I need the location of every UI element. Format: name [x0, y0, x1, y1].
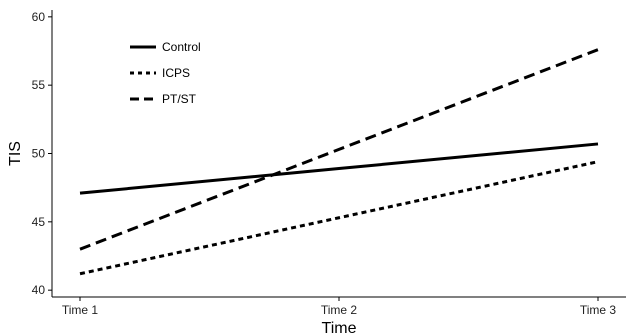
- y-tick-label: 50: [32, 147, 46, 161]
- y-tick-label: 60: [32, 10, 46, 24]
- y-tick-label: 40: [32, 283, 46, 297]
- axes: 40 45 50 55 60 Time 1 Time 2 Time 3: [32, 10, 626, 317]
- x-axis-title: Time: [322, 320, 357, 335]
- y-axis-title: TIS: [7, 141, 24, 166]
- x-tick-label: Time 2: [321, 303, 358, 317]
- series-lines: [79, 48, 599, 276]
- x-tick-label: Time 3: [580, 303, 617, 317]
- series-line-pt-st: [79, 48, 599, 251]
- x-tick-label: Time 1: [62, 303, 99, 317]
- y-tick-label: 45: [32, 215, 46, 229]
- legend: Control ICPS PT/ST: [130, 40, 201, 106]
- series-line-control: [79, 142, 599, 195]
- legend-label: PT/ST: [162, 92, 197, 106]
- y-tick-label: 55: [32, 78, 46, 92]
- series-line-icps: [79, 160, 599, 276]
- legend-label: Control: [162, 40, 201, 54]
- legend-label: ICPS: [162, 66, 190, 80]
